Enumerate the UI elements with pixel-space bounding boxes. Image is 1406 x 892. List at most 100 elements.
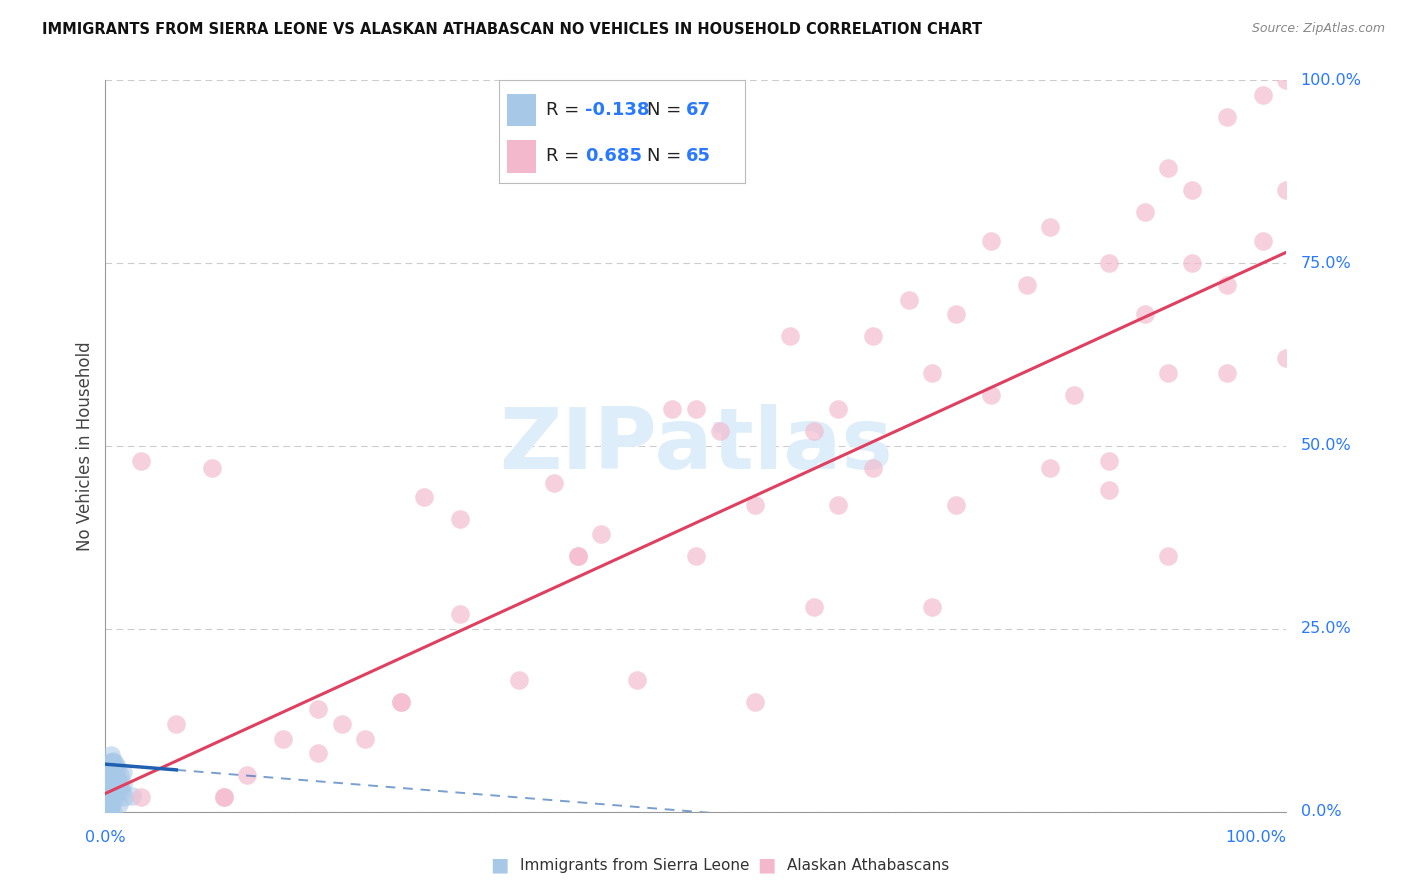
- Point: [103, 787, 125, 801]
- Point: [980, 234, 1002, 248]
- Point: [1133, 205, 1156, 219]
- Point: [212, 790, 235, 805]
- Point: [101, 788, 124, 802]
- Point: [980, 388, 1002, 402]
- Point: [330, 717, 353, 731]
- Point: [591, 526, 613, 541]
- Point: [101, 804, 124, 818]
- Point: [103, 789, 125, 804]
- Point: [212, 790, 235, 805]
- Point: [1275, 351, 1298, 366]
- Point: [744, 695, 766, 709]
- Text: N =: N =: [647, 101, 686, 119]
- Point: [96, 785, 118, 799]
- Point: [201, 461, 224, 475]
- Point: [108, 768, 131, 782]
- Point: [104, 756, 127, 770]
- Point: [96, 792, 118, 806]
- Point: [96, 798, 118, 813]
- Text: -0.138: -0.138: [585, 101, 650, 119]
- Point: [1098, 483, 1121, 497]
- Point: [165, 717, 187, 731]
- Text: Alaskan Athabascans: Alaskan Athabascans: [787, 858, 949, 872]
- Point: [101, 756, 124, 770]
- Text: Immigrants from Sierra Leone: Immigrants from Sierra Leone: [520, 858, 749, 872]
- Point: [685, 402, 707, 417]
- Point: [1181, 256, 1204, 270]
- Point: [1157, 366, 1180, 380]
- Point: [96, 797, 118, 812]
- Point: [103, 770, 125, 784]
- Point: [1039, 219, 1062, 234]
- Point: [779, 329, 801, 343]
- Point: [626, 673, 648, 687]
- Point: [1039, 461, 1062, 475]
- Text: ZIPatlas: ZIPatlas: [499, 404, 893, 488]
- Point: [96, 756, 118, 770]
- Point: [105, 772, 128, 786]
- Point: [1216, 366, 1239, 380]
- Point: [97, 773, 120, 788]
- Text: 75.0%: 75.0%: [1301, 256, 1351, 270]
- Point: [101, 755, 124, 769]
- Point: [94, 764, 117, 778]
- Point: [96, 769, 118, 783]
- Point: [97, 782, 120, 797]
- Point: [103, 785, 125, 799]
- Text: R =: R =: [546, 101, 585, 119]
- Y-axis label: No Vehicles in Household: No Vehicles in Household: [76, 341, 94, 551]
- Bar: [506, 140, 536, 173]
- Point: [108, 797, 131, 812]
- Point: [1098, 256, 1121, 270]
- Point: [112, 777, 135, 791]
- Text: 0.685: 0.685: [585, 147, 643, 165]
- Point: [307, 746, 329, 760]
- Point: [103, 784, 125, 798]
- Point: [111, 784, 134, 798]
- Point: [100, 779, 122, 793]
- Point: [100, 748, 122, 763]
- Point: [96, 795, 118, 809]
- Text: 50.0%: 50.0%: [1301, 439, 1351, 453]
- Point: [827, 498, 849, 512]
- Point: [449, 512, 471, 526]
- Point: [307, 702, 329, 716]
- Point: [96, 799, 118, 814]
- Point: [862, 329, 884, 343]
- Point: [97, 780, 120, 794]
- Point: [96, 785, 118, 799]
- Point: [744, 498, 766, 512]
- Point: [1181, 183, 1204, 197]
- Point: [1251, 234, 1274, 248]
- Point: [1015, 278, 1038, 293]
- Point: [104, 762, 127, 776]
- Text: 65: 65: [686, 147, 711, 165]
- Text: R =: R =: [546, 147, 585, 165]
- Point: [543, 475, 565, 490]
- Point: [1063, 388, 1085, 402]
- Point: [103, 780, 125, 794]
- Point: [1098, 453, 1121, 467]
- Point: [389, 695, 412, 709]
- Point: [98, 804, 121, 818]
- Point: [108, 778, 131, 792]
- Point: [1133, 307, 1156, 321]
- Point: [104, 770, 127, 784]
- Bar: [506, 94, 536, 127]
- Point: [101, 791, 124, 805]
- Point: [98, 764, 121, 778]
- Point: [567, 549, 589, 563]
- Text: Source: ZipAtlas.com: Source: ZipAtlas.com: [1251, 22, 1385, 36]
- Point: [1157, 549, 1180, 563]
- Point: [1216, 110, 1239, 124]
- Point: [945, 498, 967, 512]
- Text: 25.0%: 25.0%: [1301, 622, 1351, 636]
- Point: [105, 770, 128, 784]
- Point: [236, 768, 259, 782]
- Point: [94, 768, 117, 782]
- Point: [96, 772, 118, 786]
- Point: [98, 798, 121, 813]
- Point: [685, 549, 707, 563]
- Text: ■: ■: [489, 855, 509, 875]
- Point: [1275, 73, 1298, 87]
